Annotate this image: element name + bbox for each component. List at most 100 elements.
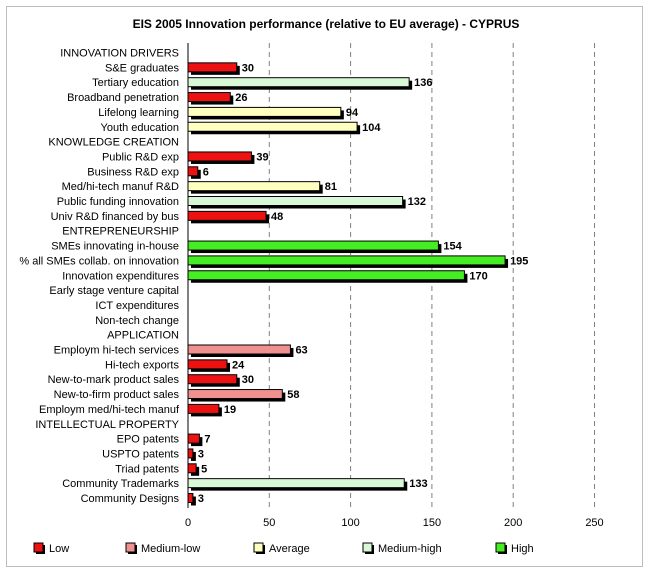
- bar: [187, 196, 404, 206]
- x-tick-label: 0: [185, 517, 191, 529]
- data-label: 26: [235, 92, 247, 104]
- bar: [187, 270, 465, 281]
- bar: [187, 493, 194, 503]
- category-label: Univ R&D financed by bus: [51, 211, 180, 223]
- chart-title: EIS 2005 Innovation performance (relativ…: [133, 17, 520, 31]
- category-label: % all SMEs collab. on innovation: [19, 255, 179, 267]
- data-label: 94: [346, 107, 359, 119]
- x-tick-label: 250: [585, 517, 603, 529]
- category-label: Youth education: [101, 122, 180, 134]
- bar: [187, 92, 231, 103]
- category-label: New-to-firm product sales: [54, 389, 180, 401]
- data-label: 104: [362, 122, 381, 134]
- category-label: Triad patents: [115, 463, 179, 475]
- legend-item: Average: [253, 542, 310, 555]
- legend-label: Average: [269, 543, 310, 555]
- data-label: 136: [414, 77, 432, 89]
- data-label: 30: [242, 62, 254, 74]
- data-label: 133: [409, 478, 427, 490]
- x-axis-ticks: 0 50 100 150 200 250: [185, 517, 604, 529]
- legend-item: Low: [33, 542, 69, 555]
- bar: [187, 181, 321, 192]
- x-tick-label: 200: [504, 517, 522, 529]
- bar: [187, 344, 291, 355]
- bar: [187, 62, 238, 73]
- category-label: ICT expenditures: [95, 300, 179, 312]
- category-label: KNOWLEDGE CREATION: [48, 137, 179, 149]
- category-label: Public funding innovation: [57, 196, 179, 208]
- category-label: S&E graduates: [105, 62, 179, 74]
- category-label: Broadband penetration: [67, 92, 179, 104]
- category-label: Public R&D exp: [102, 151, 179, 163]
- category-label: New-to-mark product sales: [48, 374, 180, 386]
- bars: [187, 62, 509, 506]
- bar: [187, 240, 439, 251]
- legend-label: Low: [49, 543, 69, 555]
- bar: [187, 151, 252, 162]
- data-label: 81: [325, 181, 337, 193]
- category-label: Hi-tech exports: [105, 359, 179, 371]
- category-label: Employm hi-tech services: [54, 345, 180, 357]
- value-labels: 3013626941043968113248154195170632430581…: [198, 62, 529, 505]
- category-label: USPTO patents: [102, 448, 179, 460]
- category-label: Early stage venture capital: [49, 285, 179, 297]
- data-label: 63: [295, 345, 307, 357]
- data-label: 7: [204, 434, 210, 446]
- category-label: Innovation expenditures: [62, 270, 179, 282]
- legend: Low Medium-low Average Medium-high High: [33, 542, 534, 555]
- bar: [187, 106, 342, 117]
- legend-label: Medium-high: [378, 543, 442, 555]
- bar: [187, 374, 238, 385]
- data-label: 6: [203, 166, 209, 178]
- legend-label: High: [511, 543, 534, 555]
- category-label: EPO patents: [117, 434, 180, 446]
- category-label: SMEs innovating in-house: [51, 241, 179, 253]
- category-label: Lifelong learning: [98, 107, 179, 119]
- category-label: Community Designs: [81, 493, 180, 505]
- bar: [187, 166, 199, 177]
- bar: [187, 403, 220, 414]
- bar: [187, 448, 194, 459]
- category-label: Non-tech change: [95, 315, 179, 327]
- data-label: 3: [198, 448, 204, 460]
- category-label: Business R&D exp: [87, 166, 179, 178]
- legend-swatch: [125, 542, 136, 553]
- data-label: 39: [256, 151, 268, 163]
- data-label: 19: [224, 404, 236, 416]
- x-tick-label: 50: [263, 517, 275, 529]
- data-label: 24: [232, 359, 245, 371]
- bar-shadow: [191, 496, 196, 506]
- x-tick-label: 150: [423, 517, 441, 529]
- category-label: ENTREPRENEURSHIP: [62, 226, 179, 238]
- legend-swatch: [362, 542, 373, 553]
- legend-item: Medium-low: [125, 542, 200, 555]
- category-label: Med/hi-tech manuf R&D: [62, 181, 179, 193]
- legend-item: Medium-high: [362, 542, 442, 555]
- bar: [187, 433, 200, 444]
- bar: [187, 210, 267, 221]
- category-label: Tertiary education: [92, 77, 179, 89]
- data-label: 3: [198, 493, 204, 505]
- bar-shadow: [191, 451, 196, 461]
- category-labels: INNOVATION DRIVERS S&E graduates Tertiary …: [19, 48, 180, 506]
- category-label: INNOVATION DRIVERS: [60, 48, 179, 60]
- data-label: 195: [510, 255, 528, 267]
- bar: [187, 478, 405, 489]
- legend-item: High: [495, 542, 534, 555]
- legend-swatch: [253, 542, 264, 553]
- category-label: INTELLECTUAL PROPERTY: [35, 419, 179, 431]
- legend-label: Medium-low: [141, 543, 200, 555]
- data-label: 170: [469, 270, 487, 282]
- bar: [187, 463, 197, 474]
- x-tick-label: 100: [341, 517, 359, 529]
- data-label: 5: [201, 463, 207, 475]
- chart-frame: [6, 6, 643, 567]
- legend-swatch: [495, 542, 506, 553]
- data-label: 132: [408, 196, 426, 208]
- data-label: 30: [242, 374, 254, 386]
- category-label: Community Trademarks: [62, 478, 179, 490]
- legend-swatch: [33, 542, 44, 553]
- bar: [187, 77, 410, 88]
- bar: [187, 359, 228, 370]
